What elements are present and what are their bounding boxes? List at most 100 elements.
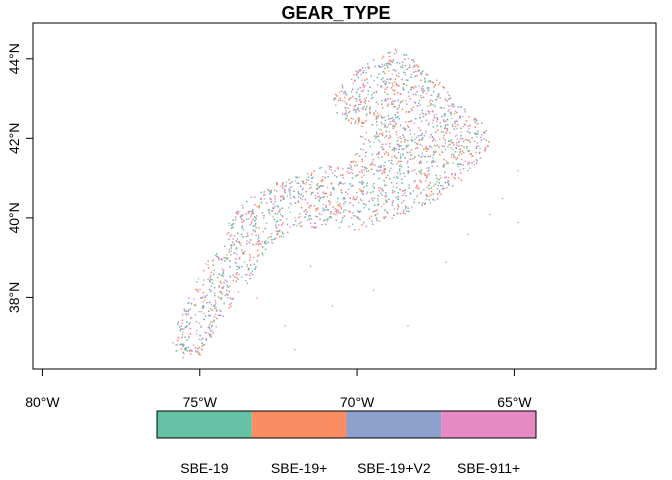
- scatter-point: [423, 135, 425, 137]
- scatter-point: [343, 114, 346, 116]
- scatter-point: [271, 233, 273, 235]
- scatter-point: [439, 82, 441, 84]
- scatter-point: [369, 164, 372, 166]
- scatter-point: [456, 142, 458, 144]
- scatter-point: [172, 342, 174, 344]
- scatter-point: [249, 277, 251, 280]
- scatter-point: [436, 125, 438, 127]
- scatter-point: [384, 136, 386, 138]
- scatter-point: [403, 89, 405, 91]
- scatter-point: [263, 194, 265, 196]
- scatter-point: [392, 69, 395, 71]
- scatter-point: [229, 260, 231, 262]
- scatter-point: [441, 116, 443, 118]
- scatter-point: [188, 323, 190, 325]
- scatter-point: [216, 317, 218, 320]
- scatter-point: [336, 176, 338, 178]
- scatter-point: [294, 202, 296, 204]
- scatter-point: [183, 310, 186, 312]
- scatter-point: [386, 200, 388, 203]
- scatter-point: [383, 180, 385, 182]
- scatter-point: [476, 136, 478, 138]
- scatter-point: [445, 160, 447, 162]
- scatter-point: [295, 220, 297, 222]
- scatter-point: [438, 92, 440, 95]
- scatter-point: [210, 303, 213, 306]
- scatter-point: [341, 85, 344, 87]
- scatter-point: [421, 137, 423, 139]
- scatter-point: [358, 119, 360, 122]
- scatter-point: [209, 278, 212, 280]
- scatter-point: [311, 192, 313, 194]
- scatter-point: [367, 90, 369, 92]
- scatter-point: [185, 326, 187, 328]
- scatter-point: [283, 190, 286, 192]
- scatter-point: [428, 87, 430, 89]
- scatter-point: [252, 213, 255, 215]
- scatter-point: [323, 196, 325, 198]
- scatter-point: [223, 286, 225, 288]
- scatter-point: [314, 195, 317, 197]
- scatter-point: [336, 201, 339, 203]
- scatter-point: [403, 71, 405, 73]
- scatter-point: [360, 69, 362, 71]
- scatter-point: [375, 115, 377, 118]
- scatter-point: [441, 188, 443, 190]
- scatter-point: [224, 260, 226, 262]
- scatter-point: [343, 203, 345, 205]
- scatter-point: [230, 302, 233, 304]
- scatter-point: [209, 280, 211, 283]
- scatter-point: [192, 344, 195, 346]
- scatter-point: [342, 87, 344, 89]
- scatter-point: [361, 121, 363, 124]
- scatter-point: [416, 64, 418, 66]
- scatter-point: [373, 183, 375, 185]
- scatter-point: [429, 155, 431, 157]
- scatter-point: [359, 181, 361, 183]
- scatter-point: [205, 339, 207, 341]
- scatter-point: [352, 172, 354, 174]
- scatter-point: [237, 241, 239, 243]
- scatter-point: [352, 160, 355, 163]
- scatter-point: [307, 219, 309, 221]
- scatter-point: [275, 230, 278, 232]
- scatter-point: [426, 167, 428, 169]
- scatter-point: [347, 193, 349, 195]
- scatter-point: [398, 85, 400, 87]
- scatter-point: [371, 124, 374, 126]
- scatter-point: [411, 158, 413, 160]
- scatter-point: [475, 152, 477, 154]
- scatter-point: [396, 140, 399, 142]
- scatter-point: [474, 121, 476, 123]
- scatter-point: [183, 353, 185, 355]
- scatter-point: [352, 212, 354, 214]
- scatter-point: [339, 97, 341, 99]
- scatter-point: [401, 61, 404, 63]
- scatter-point: [207, 260, 209, 262]
- scatter-point: [361, 190, 363, 192]
- scatter-point: [363, 203, 365, 205]
- scatter-point: [404, 213, 406, 215]
- scatter-point: [239, 256, 241, 258]
- scatter-point: [457, 106, 459, 108]
- scatter-point: [438, 191, 441, 193]
- scatter-point: [286, 223, 288, 225]
- scatter-point: [469, 167, 471, 169]
- scatter-point: [207, 278, 209, 281]
- scatter-point: [394, 114, 396, 116]
- scatter-point: [419, 161, 421, 163]
- scatter-point: [425, 130, 427, 132]
- scatter-point: [341, 84, 343, 86]
- scatter-point: [240, 244, 242, 246]
- scatter-point: [359, 188, 361, 190]
- scatter-point: [334, 98, 337, 100]
- scatter-point: [230, 254, 232, 256]
- scatter-point: [317, 207, 319, 209]
- scatter-point: [467, 161, 469, 163]
- scatter-point: [252, 225, 254, 227]
- scatter-point: [376, 208, 379, 211]
- scatter-point: [327, 176, 329, 178]
- scatter-point: [452, 142, 454, 144]
- scatter-point: [372, 59, 375, 61]
- scatter-point: [432, 126, 434, 128]
